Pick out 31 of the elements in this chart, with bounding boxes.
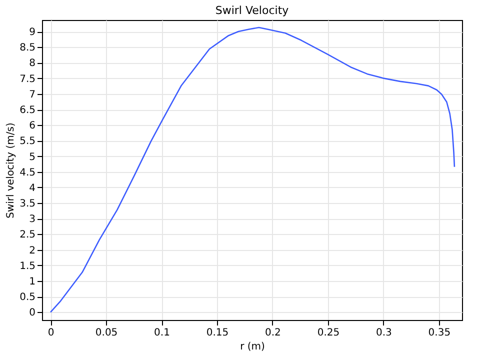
- x-tick-label: 0.25: [317, 328, 340, 338]
- y-axis-title: Swirl velocity (m/s): [6, 122, 17, 218]
- y-tick-label: 4: [29, 182, 36, 194]
- x-tick-label: 0: [48, 328, 54, 338]
- chart-title: Swirl Velocity: [215, 4, 290, 17]
- x-tick-label: 0.1: [154, 328, 170, 338]
- x-tick-label: 0.05: [95, 328, 118, 338]
- y-tick-label: 3: [29, 214, 36, 226]
- y-tick-label: 0.5: [20, 292, 36, 304]
- y-tick-label: 5: [29, 152, 36, 163]
- y-tick-label: 8.5: [20, 42, 36, 54]
- y-tick-label: 2: [29, 245, 36, 256]
- y-tick-label: 9: [29, 27, 36, 38]
- x-axis-title: r (m): [240, 342, 266, 352]
- y-tick-label: 1: [29, 276, 36, 288]
- y-tick-label: 5.5: [20, 136, 36, 148]
- y-tick-label: 6.5: [20, 105, 36, 116]
- x-tick-label: 0.15: [206, 328, 229, 338]
- x-tick-label: 0.35: [428, 328, 451, 338]
- y-tick-label: 8: [29, 58, 36, 70]
- line-series: [50, 26, 456, 313]
- y-tick-label: 0: [29, 308, 36, 319]
- y-tick-label: 2.5: [20, 230, 36, 241]
- y-tick-label: 6: [29, 120, 36, 132]
- y-tick-label: 7: [29, 89, 36, 100]
- y-tick-label: 7.5: [20, 74, 36, 85]
- x-tick-label: 0.2: [265, 328, 281, 338]
- y-tick-label: 4.5: [20, 167, 36, 178]
- y-tick-label: 1.5: [20, 260, 36, 272]
- x-tick-label: 0.3: [376, 328, 392, 338]
- y-tick-label: 3.5: [20, 198, 36, 210]
